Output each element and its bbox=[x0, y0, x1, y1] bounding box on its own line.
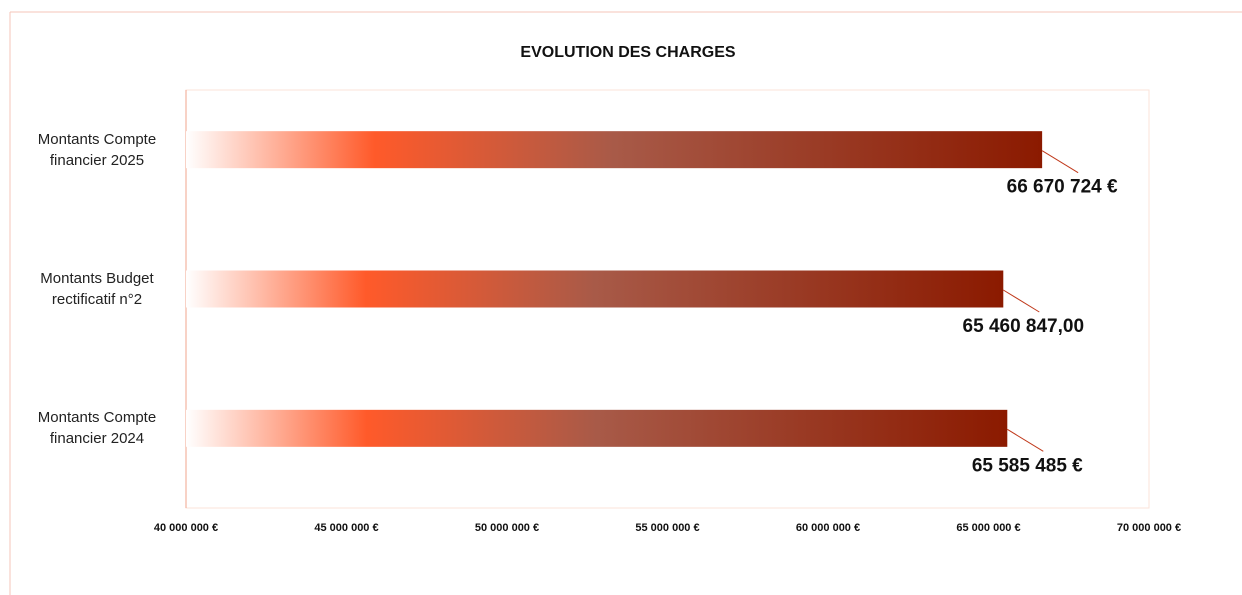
chart-title: EVOLUTION DES CHARGES bbox=[520, 44, 735, 61]
y-tick-label: Montants Compte financier 2024 bbox=[37, 409, 157, 448]
bar bbox=[186, 131, 1043, 169]
leader-line bbox=[1007, 428, 1044, 452]
data-label: 65 585 485 € bbox=[972, 455, 1083, 476]
x-tick-label: 50 000 000 € bbox=[475, 522, 539, 534]
y-tick-label: Montants Budget rectificatif n°2 bbox=[40, 270, 154, 308]
x-tick-label: 60 000 000 € bbox=[796, 522, 860, 534]
bar bbox=[186, 409, 1008, 447]
x-tick-label: 65 000 000 € bbox=[956, 522, 1020, 534]
x-tick-label: 40 000 000 € bbox=[154, 522, 218, 534]
bar bbox=[186, 270, 1004, 308]
y-tick-label: Montants Compte financier 2025 bbox=[37, 130, 157, 169]
leader-line bbox=[1003, 289, 1040, 313]
leader-line bbox=[1041, 150, 1079, 174]
data-label: 65 460 847,00 bbox=[963, 316, 1085, 337]
data-label: 66 670 724 € bbox=[1007, 177, 1118, 198]
x-tick-label: 55 000 000 € bbox=[635, 522, 699, 534]
x-tick-label: 70 000 000 € bbox=[1117, 522, 1181, 534]
x-tick-label: 45 000 000 € bbox=[314, 522, 378, 534]
